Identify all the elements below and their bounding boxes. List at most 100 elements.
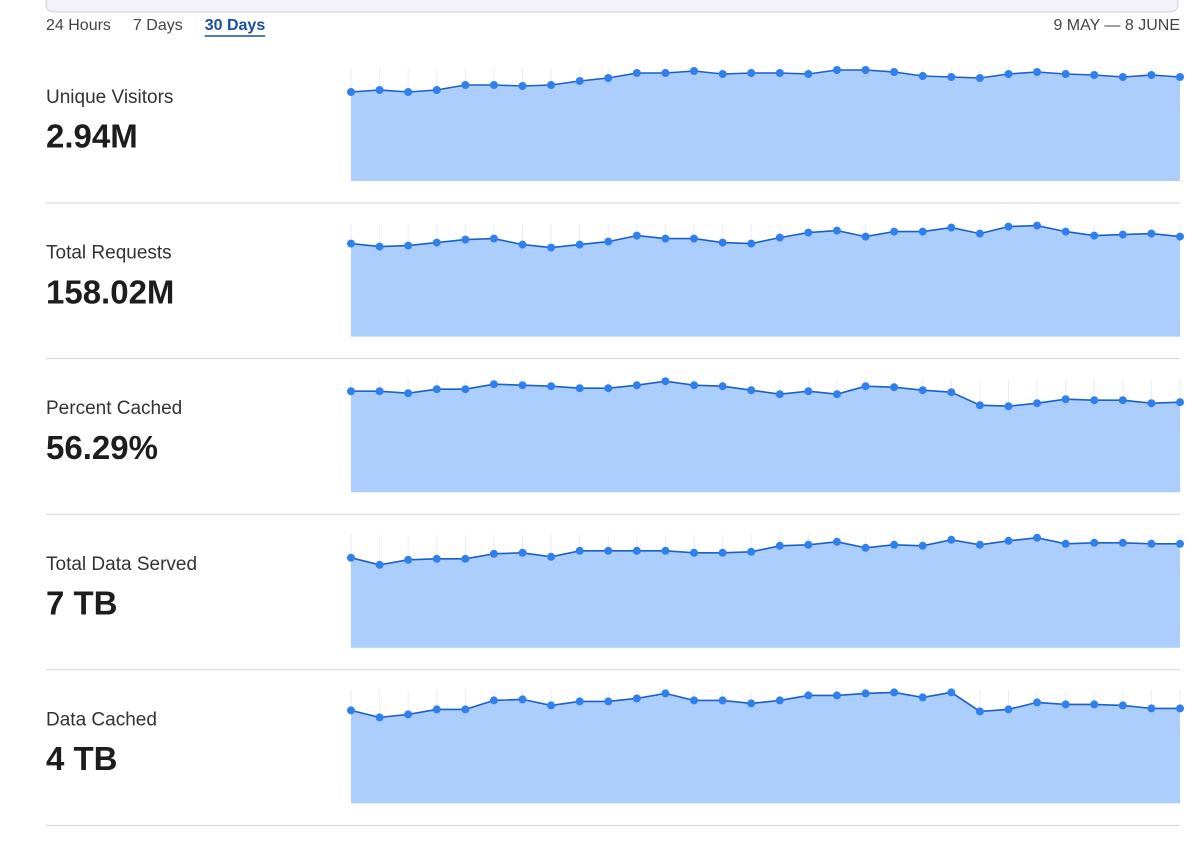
data-point <box>375 560 384 569</box>
metric-label: Unique Visitors <box>46 87 173 108</box>
data-point <box>404 555 413 564</box>
data-point <box>718 548 727 557</box>
data-point <box>547 81 556 89</box>
data-point <box>461 554 470 563</box>
metric-value: 56.29% <box>46 429 158 466</box>
data-point <box>632 231 641 240</box>
data-point <box>890 227 899 236</box>
data-point <box>804 691 813 700</box>
data-point <box>861 382 870 391</box>
data-point <box>375 387 384 396</box>
data-point <box>347 553 355 562</box>
data-point <box>890 688 899 697</box>
line <box>350 536 1180 566</box>
data-point <box>661 234 670 243</box>
data-point <box>918 541 927 550</box>
data-point <box>775 69 784 77</box>
data-point <box>489 380 498 389</box>
data-point <box>518 548 527 557</box>
data-point <box>1004 705 1013 714</box>
data-point <box>804 228 813 237</box>
data-point <box>1033 221 1042 230</box>
data-point <box>547 552 556 561</box>
data-point <box>747 547 756 556</box>
data-point <box>1090 71 1099 79</box>
time-tab[interactable]: 24 Hours <box>46 17 111 34</box>
data-point <box>861 232 870 241</box>
data-point <box>1004 222 1013 231</box>
data-point <box>604 237 613 246</box>
data-point <box>861 66 870 74</box>
date-range: 9 MAY — 8 JUNE <box>1053 17 1180 34</box>
data-point <box>661 377 670 386</box>
line <box>350 224 1181 249</box>
data-point <box>461 385 470 394</box>
data-point <box>947 73 956 81</box>
data-point <box>1090 700 1099 709</box>
data-point <box>1176 73 1184 81</box>
line <box>350 691 1180 719</box>
data-point <box>632 69 641 77</box>
metric-value: 7 TB <box>46 585 118 622</box>
data-point <box>861 543 870 552</box>
data-point <box>1147 704 1156 713</box>
data-point <box>947 223 956 232</box>
data-point <box>1176 704 1184 713</box>
data-point <box>1147 539 1156 548</box>
data-point <box>575 546 584 555</box>
data-point <box>604 74 613 82</box>
line <box>350 69 1181 93</box>
data-point <box>347 88 355 96</box>
data-point <box>947 535 956 544</box>
data-point <box>489 81 498 89</box>
data-point <box>432 238 441 247</box>
metric-label: Percent Cached <box>46 398 182 419</box>
data-point <box>461 81 470 89</box>
data-point <box>861 689 870 698</box>
data-point <box>575 240 584 249</box>
data-point <box>804 540 813 549</box>
data-point <box>347 239 355 248</box>
data-point <box>690 696 699 705</box>
metric-label: Total Data Served <box>46 554 197 575</box>
data-point <box>804 70 813 78</box>
area <box>351 537 1180 648</box>
data-point <box>1061 70 1070 78</box>
data-point <box>1033 68 1042 76</box>
area <box>351 70 1180 181</box>
data-point <box>890 540 899 549</box>
time-tab[interactable]: 30 Days <box>205 17 266 34</box>
data-point <box>347 387 355 396</box>
data-point <box>1004 536 1013 545</box>
area <box>351 381 1180 493</box>
data-point <box>1118 396 1127 405</box>
data-point <box>832 390 841 399</box>
data-point <box>432 554 441 563</box>
data-point <box>832 66 841 74</box>
data-point <box>1147 71 1156 79</box>
area <box>351 692 1180 804</box>
data-point <box>804 387 813 396</box>
data-point <box>690 234 699 243</box>
data-point <box>890 383 899 392</box>
data-point <box>918 386 927 395</box>
data-point <box>775 390 784 399</box>
data-point <box>1061 539 1070 548</box>
data-point <box>1061 700 1070 709</box>
data-point <box>547 382 556 391</box>
data-point <box>690 548 699 557</box>
time-tab[interactable]: 7 Days <box>133 17 183 34</box>
metric-value: 4 TB <box>46 740 118 777</box>
metric-value: 158.02M <box>46 273 174 310</box>
data-point <box>918 72 927 80</box>
data-point <box>1061 395 1070 404</box>
data-point <box>461 235 470 244</box>
data-point <box>718 70 727 78</box>
data-point <box>375 86 384 94</box>
data-point <box>661 69 670 77</box>
data-point <box>489 549 498 558</box>
data-point <box>1033 533 1042 542</box>
data-point <box>661 689 670 698</box>
data-point <box>1090 538 1099 547</box>
data-point <box>432 86 441 94</box>
